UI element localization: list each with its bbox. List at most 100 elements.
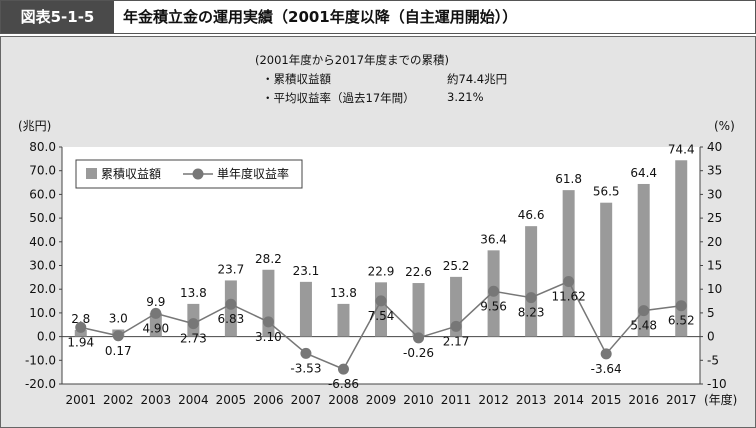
bar-label: 22.6 <box>405 265 432 279</box>
left-tick-label: 80.0 <box>29 140 56 154</box>
left-tick-label: 40.0 <box>29 235 56 249</box>
line-marker <box>262 316 274 328</box>
right-tick-label: 40 <box>707 140 722 154</box>
right-tick-label: -10 <box>707 377 727 391</box>
line-label: 2.73 <box>180 332 207 346</box>
right-tick-label: 15 <box>707 259 722 273</box>
bar-label: 25.2 <box>443 259 470 273</box>
x-tick-label: 2009 <box>366 393 397 407</box>
line-marker <box>563 276 575 288</box>
left-tick-label: 50.0 <box>29 211 56 225</box>
x-tick-label: 2012 <box>478 393 509 407</box>
right-axis-label: (%) <box>714 119 735 133</box>
x-tick-label: 2016 <box>628 393 659 407</box>
bar <box>675 160 688 337</box>
bar <box>337 303 350 337</box>
line-marker <box>112 330 124 342</box>
line-label: 9.56 <box>480 299 507 313</box>
right-tick-label: 25 <box>707 211 722 225</box>
right-tick-label: 20 <box>707 235 722 249</box>
line-label: 3.10 <box>255 330 282 344</box>
left-tick-label: 60.0 <box>29 187 56 201</box>
bar-label: 13.8 <box>180 286 207 300</box>
right-tick-label: 5 <box>707 306 715 320</box>
bar-label: 36.4 <box>480 232 507 246</box>
header: 図表5-1-5 年金積立金の運用実績（2001年度以降（自主運用開始）） <box>0 0 756 34</box>
left-tick-label: 70.0 <box>29 164 56 178</box>
x-tick-label: 2004 <box>178 393 209 407</box>
right-tick-label: 35 <box>707 164 722 178</box>
line-label: -3.64 <box>591 362 622 376</box>
bar-label: 28.2 <box>255 252 282 266</box>
line-marker <box>337 363 349 375</box>
line-label: -0.26 <box>403 346 434 360</box>
left-tick-label: 30.0 <box>29 259 56 273</box>
line-label: -3.53 <box>290 361 321 375</box>
line-label: 5.48 <box>630 319 657 333</box>
x-tick-label: 2002 <box>103 393 134 407</box>
x-tick-label: 2001 <box>65 393 96 407</box>
note-label-0: ・累積収益額 <box>262 72 331 86</box>
bar-label: 64.4 <box>630 166 657 180</box>
bar-label: 9.9 <box>146 295 165 309</box>
line-label: 11.62 <box>551 290 585 304</box>
note-label-1: ・平均収益率（過去17年間） <box>262 91 415 105</box>
line-marker <box>225 298 237 310</box>
line-marker <box>638 305 650 317</box>
right-tick-label: 0 <box>707 330 715 344</box>
line-marker <box>300 347 312 359</box>
legend-line-label: 単年度収益率 <box>217 166 289 181</box>
line-marker <box>187 318 199 330</box>
note-value-0: 約74.4兆円 <box>447 72 508 86</box>
bar <box>637 183 650 337</box>
left-axis-label: (兆円) <box>18 119 51 133</box>
bar <box>375 282 387 337</box>
line-marker <box>75 321 87 333</box>
bar-label: 46.6 <box>518 208 545 222</box>
legend-bar-label: 累積収益額 <box>101 166 161 181</box>
bar <box>299 281 312 337</box>
bar <box>450 276 463 337</box>
bar-label: 13.8 <box>330 286 357 300</box>
bar-label: 3.0 <box>109 311 128 325</box>
line-marker <box>150 307 162 319</box>
left-tick-label: -20.0 <box>25 377 56 391</box>
bar <box>600 202 613 337</box>
left-tick-label: 0.0 <box>37 330 56 344</box>
line-marker <box>525 292 537 304</box>
line-label: 7.54 <box>368 309 395 323</box>
line-label: 0.17 <box>105 344 132 358</box>
right-tick-label: -5 <box>707 353 719 367</box>
note-heading: (2001年度から2017年度までの累積) <box>255 53 450 67</box>
line-label: 6.52 <box>668 314 695 328</box>
bar <box>149 313 162 337</box>
x-tick-label: 2005 <box>216 393 247 407</box>
x-tick-label: 2006 <box>253 393 284 407</box>
right-tick-label: 30 <box>707 187 722 201</box>
bar-label: 22.9 <box>368 264 395 278</box>
bar-label: 2.8 <box>71 312 90 326</box>
legend-bar-swatch <box>86 168 97 179</box>
bar-label: 61.8 <box>555 172 582 186</box>
note-value-1: 3.21% <box>447 90 484 104</box>
x-tick-label: 2015 <box>591 393 622 407</box>
bar <box>412 283 425 337</box>
line-label: -6.86 <box>328 377 359 391</box>
x-tick-label: 2010 <box>403 393 434 407</box>
line-label: 6.83 <box>218 312 245 326</box>
x-tick-label: 2008 <box>328 393 359 407</box>
line-label: 1.94 <box>67 335 94 349</box>
x-tick-label: 2013 <box>516 393 547 407</box>
line-label: 4.90 <box>142 321 169 335</box>
bar <box>562 190 575 337</box>
line-marker <box>375 295 387 307</box>
chart-title: 年金積立金の運用実績（2001年度以降（自主運用開始）） <box>123 8 518 26</box>
x-tick-label: 2014 <box>553 393 584 407</box>
line-label: 8.23 <box>518 306 545 320</box>
x-unit-label: (年度) <box>704 392 737 407</box>
left-tick-label: -10.0 <box>25 353 56 367</box>
bar <box>74 329 87 337</box>
bar-label: 56.5 <box>593 185 620 199</box>
left-tick-label: 10.0 <box>29 306 56 320</box>
